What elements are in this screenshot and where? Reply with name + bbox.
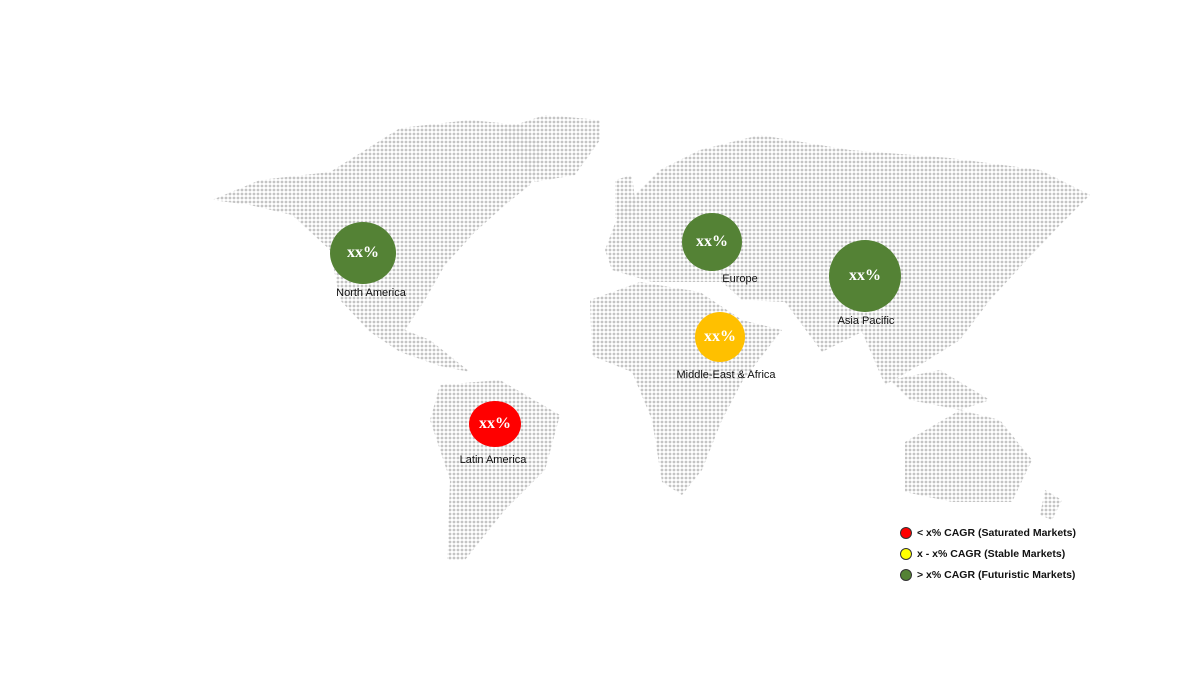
greenland-land bbox=[500, 115, 600, 182]
region-value: xx% bbox=[696, 233, 728, 250]
australia-land bbox=[905, 410, 1032, 502]
label-europe: Europe bbox=[722, 273, 758, 285]
bubble-middle-east-africa: xx% bbox=[695, 312, 745, 362]
region-value: xx% bbox=[704, 328, 736, 345]
region-value: xx% bbox=[849, 267, 881, 284]
legend-label: > x% CAGR (Futuristic Markets) bbox=[917, 568, 1076, 581]
bubble-latin-america: xx% bbox=[469, 401, 521, 447]
red-dot-icon bbox=[900, 526, 912, 539]
label-north-america: North America bbox=[336, 287, 406, 299]
green-dot-icon bbox=[900, 568, 912, 581]
yellow-dot-icon bbox=[900, 547, 912, 560]
region-value: xx% bbox=[479, 415, 511, 432]
legend-item-saturated: < x% CAGR (Saturated Markets) bbox=[900, 522, 1076, 543]
uk-land bbox=[615, 175, 637, 218]
legend-item-stable: x - x% CAGR (Stable Markets) bbox=[900, 543, 1076, 564]
africa-land bbox=[590, 282, 782, 495]
legend-item-futuristic: > x% CAGR (Futuristic Markets) bbox=[900, 564, 1076, 585]
new-zealand-land bbox=[1040, 490, 1062, 520]
legend: < x% CAGR (Saturated Markets) x - x% CAG… bbox=[900, 522, 1076, 585]
label-middle-east-africa: Middle-East & Africa bbox=[676, 369, 776, 381]
southeast-asia-land bbox=[890, 370, 990, 410]
bubble-asia-pacific: xx% bbox=[829, 240, 901, 312]
bubble-europe: xx% bbox=[682, 213, 742, 271]
legend-label: < x% CAGR (Saturated Markets) bbox=[917, 526, 1077, 539]
label-asia-pacific: Asia Pacific bbox=[837, 315, 895, 327]
south-america-land bbox=[430, 380, 560, 560]
label-latin-america: Latin America bbox=[459, 454, 527, 466]
bubble-north-america: xx% bbox=[330, 222, 396, 284]
legend-label: x - x% CAGR (Stable Markets) bbox=[917, 547, 1066, 560]
region-value: xx% bbox=[347, 244, 379, 261]
